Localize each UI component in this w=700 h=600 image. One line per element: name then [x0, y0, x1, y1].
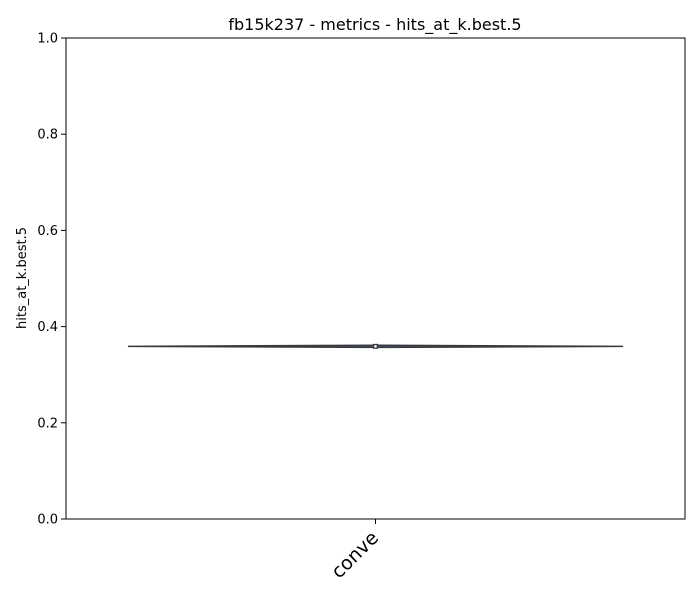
x-axis: conve: [327, 519, 383, 583]
y-tick-label: 0.4: [37, 320, 58, 335]
y-tick-label: 0.6: [37, 224, 58, 239]
y-tick-label: 0.2: [37, 416, 58, 431]
chart-title: fb15k237 - metrics - hits_at_k.best.5: [228, 15, 521, 35]
y-tick-label: 0.0: [37, 513, 58, 528]
violin-median: [374, 345, 377, 348]
violins: [127, 343, 624, 349]
y-axis: 0.0 0.2 0.4 0.6 0.8 1.0: [37, 32, 66, 528]
plot-area: [65, 37, 686, 520]
y-tick-label: 0.8: [37, 128, 58, 143]
x-tick-label: conve: [327, 527, 383, 583]
y-axis-label: hits_at_k.best.5: [15, 227, 30, 329]
y-tick-label: 1.0: [37, 32, 58, 47]
